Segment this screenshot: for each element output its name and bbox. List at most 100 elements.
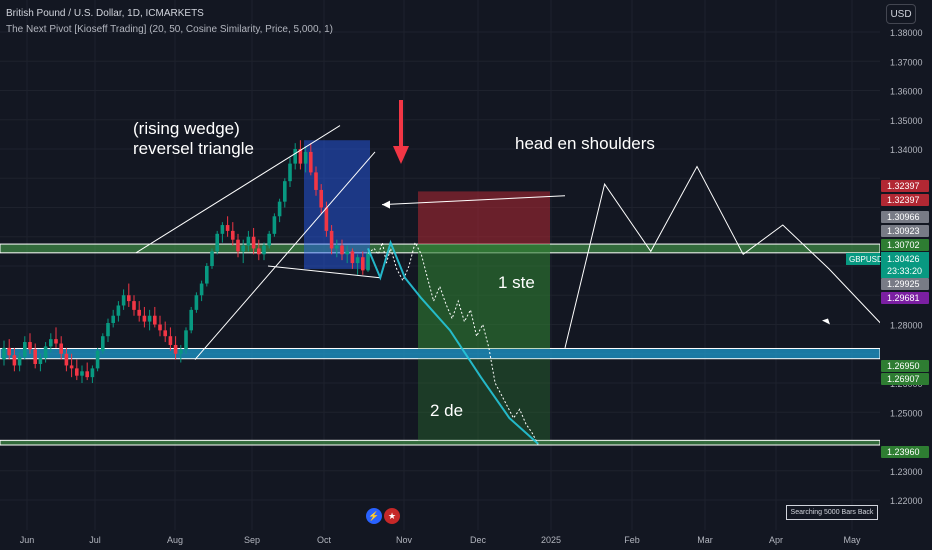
candle-body: [163, 330, 167, 337]
annotation-target2: 2 de: [430, 401, 463, 420]
red-arrow-head: [393, 146, 409, 164]
target-zone: [0, 439, 881, 446]
candle-body: [324, 207, 329, 231]
wedge-base-line: [267, 265, 381, 279]
symbol-label: GBPUSD: [849, 255, 883, 264]
price-label-bg: [881, 211, 929, 223]
annotation-target1: 1 ste: [498, 273, 535, 292]
last-price-value: 1.30426: [887, 254, 920, 264]
candle-body: [95, 350, 100, 369]
candle-body: [116, 305, 121, 316]
forecast-green-line: [367, 239, 539, 445]
candle-body: [205, 266, 209, 284]
price-tick-label: 1.35000: [890, 116, 923, 126]
candle-body: [59, 343, 63, 354]
candle-body: [236, 239, 240, 252]
candle-body: [335, 245, 339, 249]
candle-body: [231, 230, 235, 240]
candle-body: [220, 225, 225, 234]
currency-button[interactable]: USD: [886, 4, 916, 24]
candle-body: [23, 342, 27, 357]
time-tick-label: Aug: [167, 535, 183, 545]
red-arrow-shaft: [399, 100, 403, 146]
candle-body: [142, 315, 147, 322]
price-label: 1.30702: [887, 240, 920, 250]
arrow-to-wedge: [381, 195, 566, 206]
candle-body: [189, 309, 193, 331]
time-tick-label: 2025: [541, 535, 561, 545]
time-tick-label: Mar: [697, 535, 713, 545]
candle-body: [54, 339, 58, 344]
candle-body: [241, 245, 245, 252]
candle-body: [147, 315, 152, 322]
candle-body: [49, 339, 53, 347]
time-tick-label: Feb: [624, 535, 640, 545]
candle-body: [194, 295, 199, 310]
candle-body: [101, 336, 105, 351]
price-tick-label: 1.23000: [890, 467, 923, 477]
candle-body: [298, 149, 303, 164]
candle-body: [355, 257, 360, 264]
price-tick-label: 1.36000: [890, 87, 923, 97]
us-flag-icon[interactable]: ★: [384, 508, 400, 524]
target1-box: [418, 244, 550, 349]
lightning-icon[interactable]: ⚡: [366, 508, 382, 524]
price-label-bg: [881, 278, 929, 290]
time-tick-label: Sep: [244, 535, 260, 545]
candle-body: [288, 163, 292, 182]
wedge-lower-line: [194, 151, 376, 360]
price-label-bg: [881, 225, 929, 237]
candle-body: [121, 295, 126, 306]
time-tick-label: Apr: [769, 535, 783, 545]
candle-body: [85, 371, 89, 378]
candle-body: [366, 253, 370, 271]
candle-body: [7, 347, 11, 356]
last-price-countdown: 23:33:20: [887, 266, 922, 276]
candle-body: [137, 309, 141, 316]
candle-body: [127, 295, 131, 302]
price-tick-label: 1.22000: [890, 496, 923, 506]
price-label-bg: [881, 373, 929, 385]
candle-body: [132, 301, 136, 310]
time-tick-label: Oct: [317, 535, 332, 545]
price-tick-label: 1.38000: [890, 28, 923, 38]
candle-body: [64, 353, 69, 366]
candle-body: [90, 368, 95, 378]
price-label: 1.32397: [887, 181, 920, 191]
candle-body: [12, 355, 17, 366]
arrow-head: [382, 200, 390, 209]
candle-body: [361, 257, 365, 271]
price-tick-label: 1.25000: [890, 408, 923, 418]
last-price-bg: [881, 252, 929, 278]
candle-body: [33, 349, 37, 364]
annotation-wedge-2: reversel triangle: [133, 139, 254, 158]
candle-body: [267, 233, 271, 246]
support-zone: [0, 347, 881, 360]
search-status-box: Searching 5000 Bars Back: [786, 505, 878, 520]
head-shoulders-projection: [564, 165, 883, 349]
candle-body: [257, 248, 261, 255]
candle-body: [173, 344, 178, 354]
price-label: 1.32397: [887, 195, 920, 205]
event-badges[interactable]: ⚡ ★: [366, 508, 400, 524]
price-label: 1.26907: [887, 374, 920, 384]
candle-body: [251, 236, 256, 249]
price-tick-label: 1.28000: [890, 321, 923, 331]
time-tick-label: Jul: [89, 535, 101, 545]
symbol-title[interactable]: British Pound / U.S. Dollar, 1D, ICMARKE…: [6, 8, 204, 19]
candle-body: [272, 216, 277, 234]
candle-body: [179, 349, 183, 354]
candle-body: [106, 323, 110, 337]
candle-body: [309, 151, 313, 173]
price-label-bg: [881, 446, 929, 458]
candle-body: [262, 245, 266, 255]
candle-body: [210, 251, 214, 266]
time-tick-label: May: [843, 535, 861, 545]
indicator-legend[interactable]: The Next Pivot [Kioseff Trading] (20, 50…: [6, 24, 333, 35]
candle-body: [158, 324, 162, 331]
candle-body: [69, 365, 74, 369]
price-label-bg: [881, 292, 929, 304]
price-label: 1.29681: [887, 293, 920, 303]
